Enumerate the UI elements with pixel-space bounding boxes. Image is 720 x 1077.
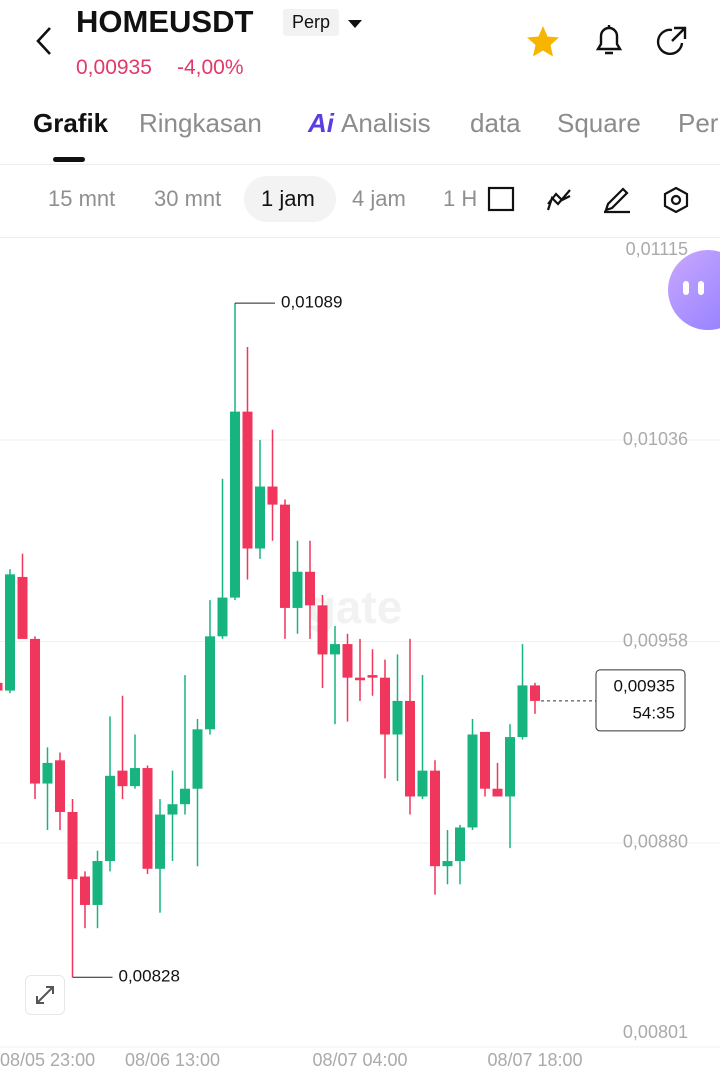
candlestick-chart: gate0,011150,010360,009580,008800,008010… [0,239,720,1070]
candle-body [255,486,265,549]
candle-body [0,682,3,691]
candle-body [42,762,53,784]
share-button[interactable] [654,24,690,60]
y-tick-label: 0,00801 [623,1022,688,1042]
candle-body [30,638,40,784]
last-price: 0,00935 [76,56,152,79]
x-tick-label: 08/06 13:00 [125,1050,220,1070]
candle-body [405,700,415,797]
candle-body [430,770,440,867]
alert-bell[interactable] [592,22,626,60]
tab[interactable]: Grafik [33,108,109,138]
candle-body [442,861,453,867]
candle-body [267,486,278,505]
countdown: 54:35 [632,703,675,722]
candle-body [455,827,465,862]
symbol-title: HOMEUSDT [76,4,254,39]
interval[interactable]: 4 jam [352,186,406,211]
divider [0,237,720,238]
candle-body [192,729,203,789]
candle-body [280,504,290,608]
favorite-star[interactable] [525,24,561,60]
x-tick-label: 08/05 23:00 [0,1050,95,1070]
candle-body [292,571,303,608]
candle-body [142,768,153,869]
y-tick-label: 0,01115 [626,239,688,259]
y-tick-label: 0,00880 [623,832,688,852]
tool-icon[interactable] [604,187,630,214]
candle-body [480,731,490,789]
candle-body [167,804,178,815]
interval[interactable]: 1 H [443,186,478,211]
candle-body [5,574,15,691]
fullscreen-button[interactable] [25,975,65,1015]
interval[interactable]: 15 mnt [48,186,116,211]
candle-body [92,861,103,905]
candle-body [505,737,515,797]
price-box [595,669,686,732]
candle-body [105,775,115,862]
dropdown-arrow[interactable] [347,18,363,30]
candle-body [367,675,378,678]
candle-body [117,770,128,787]
tab-indicator [53,157,85,162]
assistant-eye [683,281,689,295]
chart-tools [487,186,689,214]
perp-badge: Perp [283,9,340,36]
candle-body [17,576,28,639]
x-tick-label: 08/07 04:00 [312,1050,407,1070]
tool-icon[interactable] [487,186,515,212]
tab[interactable]: Analisis [341,108,431,138]
candle-body [80,876,90,905]
candle-body [180,788,190,805]
tab[interactable]: data [470,108,521,138]
candle-body [517,685,528,738]
candle-body [380,677,390,735]
interval[interactable]: 1 jam [261,186,315,211]
ai-icon: Ai [308,108,334,138]
candle-body [317,605,328,655]
tool-icon[interactable] [663,186,689,214]
candle-body [230,411,240,598]
candle-body [530,685,540,701]
x-tick-label: 08/07 18:00 [487,1050,582,1070]
divider [0,164,720,165]
interval-pill [244,176,336,222]
tab[interactable]: Square [557,108,641,138]
back-button[interactable] [30,24,60,58]
candle-body [67,811,78,880]
candle-body [242,411,253,549]
candle-body [417,770,428,797]
y-tick-label: 0,00958 [623,630,688,650]
price-change: -4,00% [177,56,244,79]
candle-body [392,700,403,735]
candle-body [55,760,65,812]
tab[interactable]: Ringkasan [139,108,262,138]
candle-body [342,644,353,678]
candle-body [205,636,215,730]
candle-body [155,814,165,869]
candle-body [217,597,228,637]
tab[interactable]: Per [678,108,719,138]
annotation-label: 0,00828 [119,967,180,986]
interval[interactable]: 30 mnt [154,186,222,211]
candle-body [355,677,365,681]
price-box-label: 0,00935 [614,676,675,695]
candle-body [330,644,340,655]
candle-body [492,788,503,797]
tool-icon[interactable] [546,189,571,211]
y-tick-label: 0,01036 [623,429,688,449]
candle-body [467,734,478,828]
assistant-eye [698,281,704,295]
annotation-label: 0,01089 [281,293,342,312]
candle-body [130,768,140,787]
candle-body [305,571,315,606]
